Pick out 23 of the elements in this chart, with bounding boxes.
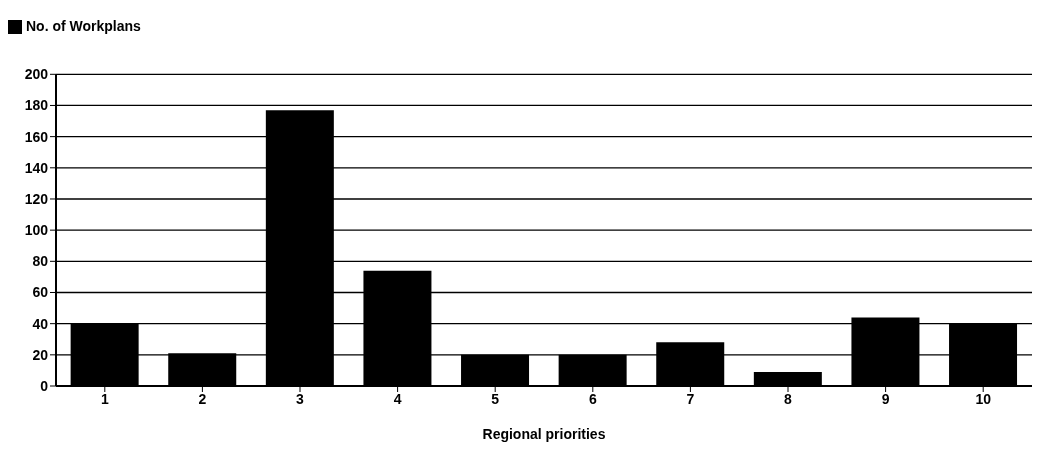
x-tick-label: 8: [784, 390, 793, 407]
x-tick-label: 5: [491, 390, 500, 407]
x-tick-label: 10: [975, 390, 992, 407]
y-tick-label: 180: [24, 97, 49, 114]
x-tick-label: 9: [881, 390, 890, 407]
y-tick-label: 80: [32, 253, 49, 270]
y-tick-label: 140: [24, 159, 49, 176]
x-tick-label: 3: [296, 390, 305, 407]
y-tick-label: 120: [24, 190, 49, 207]
y-tick-label: 20: [32, 346, 49, 363]
y-tick-label: 40: [32, 315, 49, 332]
x-tick-label: 2: [198, 390, 207, 407]
y-tick-label: 200: [24, 66, 49, 83]
y-tick-label: 60: [32, 284, 49, 301]
y-tick-label: 0: [40, 377, 49, 394]
x-axis-title: Regional priorities: [482, 426, 606, 442]
y-tick-label: 160: [24, 128, 49, 145]
legend-label: No. of Workplans: [26, 18, 141, 34]
x-tick-label: 1: [100, 390, 109, 407]
x-tick-label: 7: [686, 390, 695, 407]
x-tick-label: 6: [588, 390, 597, 407]
x-tick-label: 4: [393, 390, 402, 407]
y-tick-label: 100: [24, 222, 49, 239]
